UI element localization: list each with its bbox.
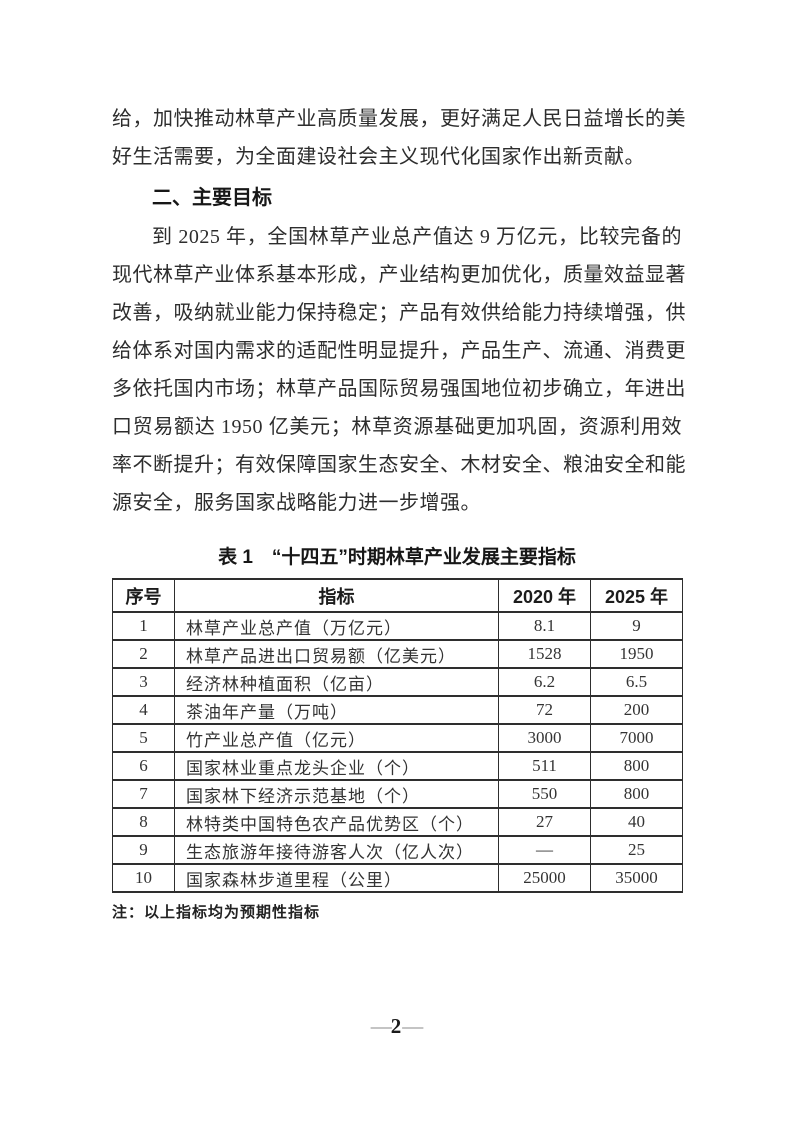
table-cell: 经济林种植面积（亿亩）	[174, 667, 499, 697]
table-cell: 3000	[498, 723, 591, 753]
table-row: 6 国家林业重点龙头企业（个） 511 800	[112, 751, 683, 781]
text-line: 率不断提升；有效保障国家生态安全、木材安全、粮油安全和能	[112, 454, 686, 476]
table-cell: 6.2	[498, 667, 591, 697]
table-cell: 1	[112, 611, 175, 641]
table-row: 2 林草产品进出口贸易额（亿美元） 1528 1950	[112, 639, 683, 669]
table-header-row: 序号 指标 2020 年 2025 年	[112, 578, 683, 613]
table-cell: 生态旅游年接待游客人次（亿人次）	[174, 835, 499, 865]
table-cell: 9	[590, 611, 683, 641]
text-line: 好生活需要，为全面建设社会主义现代化国家作出新贡献。	[112, 146, 645, 168]
table-cell: 3	[112, 667, 175, 697]
table-header-cell: 序号	[112, 578, 175, 613]
indicators-table: 序号 指标 2020 年 2025 年 1 林草产业总产值（万亿元） 8.1 9 2 林草产品进…	[112, 578, 683, 893]
page-number-dash-left: —	[370, 1014, 392, 1038]
table-cell: 25	[590, 835, 683, 865]
table-cell: 2	[112, 639, 175, 669]
table-cell: 茶油年产量（万吨）	[174, 695, 499, 725]
table-cell: —	[498, 835, 591, 865]
text-line: 多依托国内市场；林草产品国际贸易强国地位初步确立，年进出	[112, 378, 686, 400]
table-cell: 7000	[590, 723, 683, 753]
table-note: 注：以上指标均为预期性指标	[112, 905, 321, 921]
indicators-table-body: 1 林草产业总产值（万亿元） 8.1 9 2 林草产品进出口贸易额（亿美元） 1528 195…	[112, 611, 683, 893]
table-cell: 林草产业总产值（万亿元）	[174, 611, 499, 641]
table-cell: 8	[112, 807, 175, 837]
paragraph-goals: 到 2025 年，全国林草产业总产值达 9 万亿元，比较完备的现代林草产业体系基…	[112, 218, 686, 522]
table-row: 3 经济林种植面积（亿亩） 6.2 6.5	[112, 667, 683, 697]
table-cell: 4	[112, 695, 175, 725]
table-cell: 9	[112, 835, 175, 865]
table-cell: 林特类中国特色农产品优势区（个）	[174, 807, 499, 837]
table-cell: 8.1	[498, 611, 591, 641]
table-row: 5 竹产业总产值（亿元） 3000 7000	[112, 723, 683, 753]
table-cell: 竹产业总产值（亿元）	[174, 723, 499, 753]
table-row: 10 国家森林步道里程（公里） 25000 35000	[112, 863, 683, 893]
table-cell: 国家林下经济示范基地（个）	[174, 779, 499, 809]
text-line: 改善，吸纳就业能力保持稳定；产品有效供给能力持续增强，供	[112, 302, 686, 324]
page-number-dash-right: —	[402, 1014, 423, 1038]
table-cell: 27	[498, 807, 591, 837]
table-cell: 550	[498, 779, 591, 809]
table-cell: 6	[112, 751, 175, 781]
section-heading: 二、主要目标	[152, 187, 272, 209]
page-number-value: 2	[390, 1014, 402, 1038]
table-cell: 800	[590, 779, 683, 809]
table-header-cell: 指标	[174, 578, 499, 613]
table-cell: 72	[498, 695, 591, 725]
table-cell: 7	[112, 779, 175, 809]
table-header-cell: 2020 年	[498, 578, 591, 613]
table-cell: 200	[590, 695, 683, 725]
text-line: 现代林草产业体系基本形成，产业结构更加优化，质量效益显著	[112, 264, 686, 286]
table-cell: 6.5	[590, 667, 683, 697]
table-header-cell: 2025 年	[590, 578, 683, 613]
table-cell: 林草产品进出口贸易额（亿美元）	[174, 639, 499, 669]
text-line: 到 2025 年，全国林草产业总产值达 9 万亿元，比较完备的	[152, 226, 682, 248]
text-line: 口贸易额达 1950 亿美元；林草资源基础更加巩固，资源利用效	[112, 416, 682, 438]
table-row: 8 林特类中国特色农产品优势区（个） 27 40	[112, 807, 683, 837]
document-content: 给，加快推动林草产业高质量发展，更好满足人民日益增长的美 好生活需要，为全面建设社…	[112, 100, 686, 924]
table-cell: 25000	[498, 863, 591, 893]
table-row: 4 茶油年产量（万吨） 72 200	[112, 695, 683, 725]
table-row: 1 林草产业总产值（万亿元） 8.1 9	[112, 611, 683, 641]
paragraph-continuation: 给，加快推动林草产业高质量发展，更好满足人民日益增长的美 好生活需要，为全面建设社…	[112, 100, 686, 176]
table-cell: 国家林业重点龙头企业（个）	[174, 751, 499, 781]
table-cell: 511	[498, 751, 591, 781]
text-line: 给体系对国内需求的适配性明显提升，产品生产、流通、消费更	[112, 340, 686, 362]
table-cell: 1528	[498, 639, 591, 669]
table-cell: 5	[112, 723, 175, 753]
text-line: 给，加快推动林草产业高质量发展，更好满足人民日益增长的美	[112, 108, 686, 130]
page-number: —2—	[0, 1014, 792, 1039]
table-row: 9 生态旅游年接待游客人次（亿人次） —25	[112, 835, 683, 865]
table-cell: 1950	[590, 639, 683, 669]
text-line: 源安全，服务国家战略能力进一步增强。	[112, 492, 481, 514]
table-title: 表 1 “十四五”时期林草产业发展主要指标	[218, 547, 576, 568]
table-cell: 800	[590, 751, 683, 781]
indicators-table-head: 序号 指标 2020 年 2025 年	[112, 578, 683, 613]
table-cell: 10	[112, 863, 175, 893]
table-cell: 35000	[590, 863, 683, 893]
table-cell: 40	[590, 807, 683, 837]
table-row: 7 国家林下经济示范基地（个） 550 800	[112, 779, 683, 809]
table-cell: 国家森林步道里程（公里）	[174, 863, 499, 893]
